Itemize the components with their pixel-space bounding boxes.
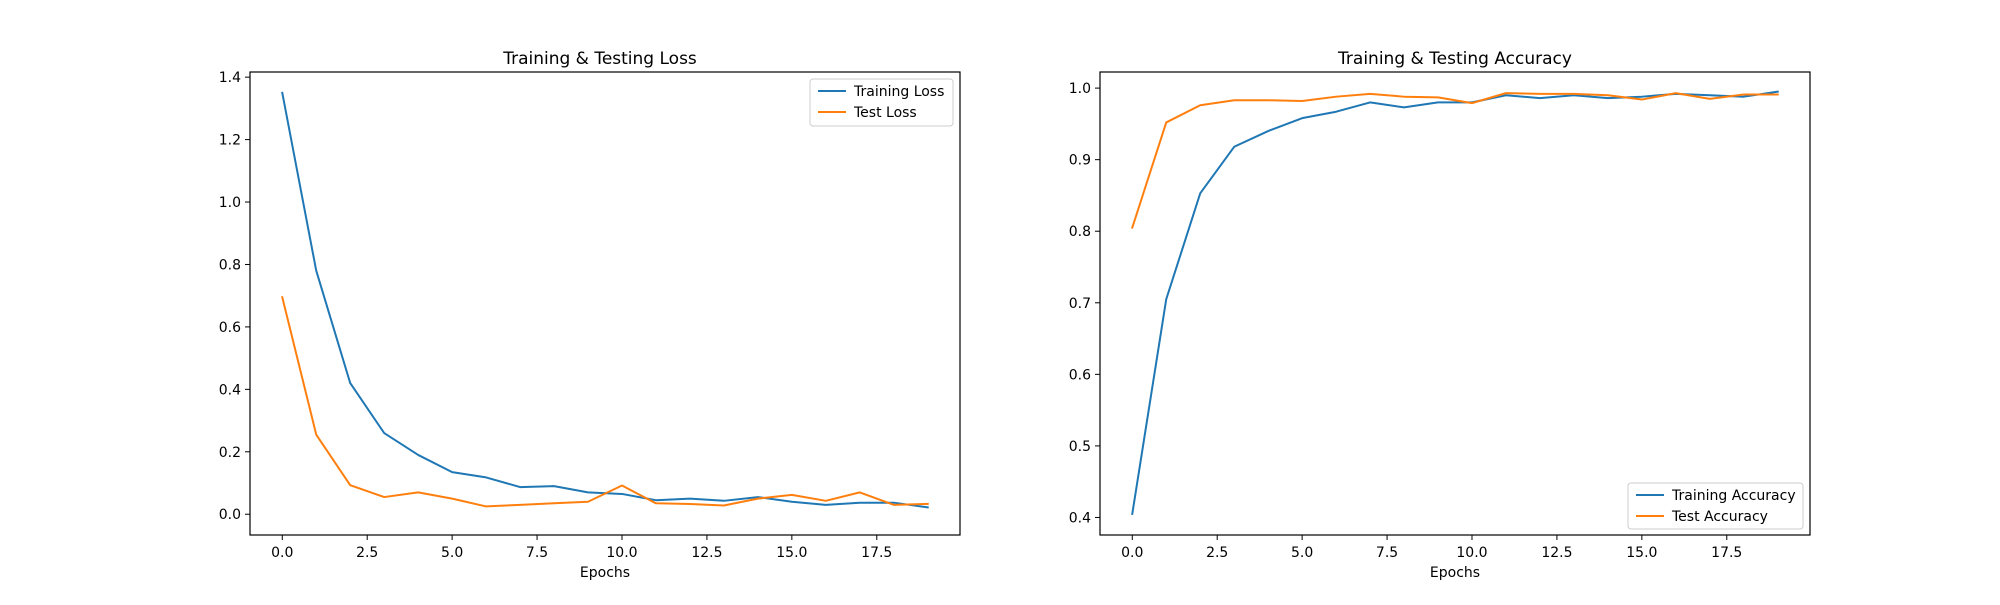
y-axis-ticks: 0.0 0.2 0.4 0.6 0.8 1.0 1.2 1.4 [219,70,250,523]
series-line-test-loss [281,296,929,508]
x-tick-label: 12.5 [691,545,722,561]
x-tick-label: 10.0 [606,545,637,561]
y-tick-label: 0.7 [1069,296,1091,312]
loss-chart: Training & Testing Loss 0.0 2.5 5.0 7.5 10.0… [219,49,961,581]
legend-label-training-loss: Training Loss [853,84,944,100]
x-axis-ticks: 0.0 2.5 5.0 7.5 10.0 12.5 15.0 17.5 [271,535,892,561]
plot-area [1099,71,1811,536]
y-tick-label: 0.0 [219,507,241,523]
series-lines [1131,90,1779,516]
y-tick-label: 1.2 [219,133,241,149]
y-tick-label: 1.4 [219,70,241,86]
x-tick-label: 2.5 [1206,545,1228,561]
y-tick-label: 0.8 [1069,224,1091,240]
legend: Training Accuracy Test Accuracy [1627,482,1804,530]
x-tick-label: 0.0 [271,545,293,561]
x-tick-label: 15.0 [776,545,807,561]
y-tick-label: 1.0 [219,195,241,211]
y-tick-label: 0.4 [219,382,241,398]
x-tick-label: 5.0 [1291,545,1313,561]
x-tick-label: 10.0 [1456,545,1487,561]
x-tick-label: 2.5 [356,545,378,561]
y-tick-label: 0.9 [1069,153,1091,169]
legend-label-test-loss: Test Loss [853,105,917,121]
x-tick-label: 7.5 [1376,545,1398,561]
series-lines [281,91,929,509]
legend: Training Loss Test Loss [809,78,954,127]
y-tick-label: 0.2 [219,445,241,461]
y-tick-label: 0.6 [219,320,241,336]
legend-box [1627,482,1804,530]
x-tick-label: 17.5 [1711,545,1742,561]
x-axis-label: Epochs [580,565,630,581]
y-tick-label: 1.0 [1069,81,1091,97]
chart-title: Training & Testing Loss [502,49,697,69]
x-tick-label: 5.0 [441,545,463,561]
x-tick-label: 12.5 [1541,545,1572,561]
accuracy-chart: Training & Testing Accuracy 0.0 2.5 5.0 7.5… [1069,49,1811,581]
series-line-test-accuracy [1131,92,1779,229]
x-tick-label: 15.0 [1626,545,1657,561]
chart-title: Training & Testing Accuracy [1337,49,1572,69]
plot-area [249,71,961,536]
x-tick-label: 7.5 [526,545,548,561]
y-tick-label: 0.4 [1069,510,1091,526]
y-tick-label: 0.6 [1069,367,1091,383]
x-axis-label: Epochs [1430,565,1480,581]
y-tick-label: 0.5 [1069,439,1091,455]
x-axis-ticks: 0.0 2.5 5.0 7.5 10.0 12.5 15.0 17.5 [1121,535,1742,561]
x-tick-label: 0.0 [1121,545,1143,561]
legend-label-test-accuracy: Test Accuracy [1671,509,1768,525]
x-tick-label: 17.5 [861,545,892,561]
y-axis-ticks: 0.4 0.5 0.6 0.7 0.8 0.9 1.0 [1069,81,1100,526]
legend-label-training-accuracy: Training Accuracy [1671,488,1796,504]
y-tick-label: 0.8 [219,257,241,273]
